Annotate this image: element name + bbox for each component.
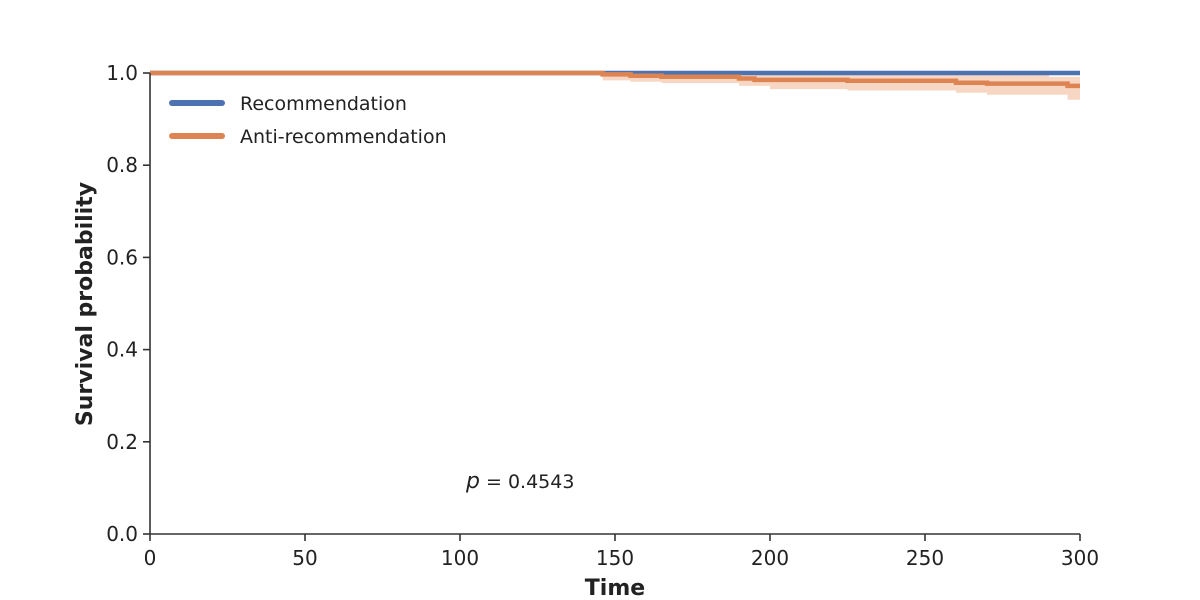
legend-label-0: Recommendation [240, 93, 407, 115]
axes: 0 50 100 150 200 250 300 0.0 0.2 0.4 0.6 0.8 1.0 [106, 61, 1099, 570]
y-tick-label-2: 0.4 [106, 338, 138, 362]
survival-curve-1 [150, 70, 1080, 89]
y-axis-title: Survival probability [73, 182, 98, 426]
y-tick-label-0: 0.0 [106, 522, 138, 546]
p-value-text: = 0.4543 [480, 471, 574, 493]
legend: Recommendation Anti-recommendation [169, 93, 447, 148]
x-tick-label-3: 150 [596, 546, 634, 570]
x-tick-label-1: 50 [292, 546, 317, 570]
y-tick-label-5: 1.0 [106, 61, 138, 85]
x-tick-label-4: 200 [751, 546, 789, 570]
p-symbol: p [465, 469, 480, 494]
x-tick-label-2: 100 [441, 546, 479, 570]
y-tick-label-1: 0.2 [106, 430, 138, 454]
x-axis-title: Time [585, 576, 645, 600]
y-tick-label-3: 0.6 [106, 245, 138, 269]
x-tick-label-0: 0 [144, 546, 157, 570]
x-tick-label-6: 300 [1061, 546, 1099, 570]
y-tick-label-4: 0.8 [106, 153, 138, 177]
p-value-annotation: p = 0.4543 [465, 469, 574, 494]
survival-curves [150, 70, 1080, 89]
x-tick-label-5: 250 [906, 546, 944, 570]
legend-label-1: Anti-recommendation [240, 126, 447, 148]
